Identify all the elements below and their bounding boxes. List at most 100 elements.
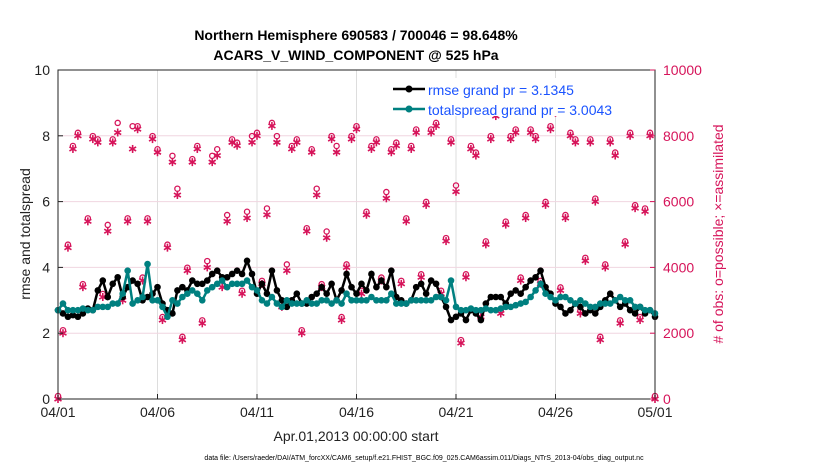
spread-point bbox=[442, 297, 450, 304]
obs-assimilated-marker bbox=[561, 214, 570, 223]
spread-point bbox=[383, 297, 390, 304]
obs-assimilated-marker bbox=[268, 121, 276, 130]
rmse-point bbox=[452, 313, 460, 321]
spread-point bbox=[373, 297, 380, 304]
spread-point bbox=[149, 297, 156, 304]
spread-point bbox=[89, 306, 97, 314]
obs-assimilated-marker bbox=[188, 158, 197, 167]
asterisk-stroke bbox=[601, 264, 610, 271]
obs-assimilated-marker bbox=[93, 138, 102, 147]
rmse-point bbox=[208, 270, 216, 278]
asterisk-stroke bbox=[352, 126, 361, 132]
obs-assimilated-marker bbox=[198, 319, 207, 328]
spread-point bbox=[164, 313, 171, 321]
rmse-point bbox=[263, 290, 271, 298]
rmse-point bbox=[243, 257, 251, 265]
spread-point bbox=[601, 300, 609, 307]
rmse-point bbox=[577, 303, 584, 311]
rmse-point bbox=[328, 280, 335, 288]
obs-assimilated-marker bbox=[481, 240, 490, 249]
rmse-point bbox=[487, 293, 495, 301]
spread-point bbox=[124, 267, 131, 274]
asterisk-stroke bbox=[462, 274, 470, 280]
x-tick-label: 05/01 bbox=[637, 404, 672, 420]
spread-point bbox=[263, 300, 271, 307]
spread-point bbox=[363, 297, 370, 304]
x-tick-label: 04/16 bbox=[339, 404, 374, 420]
spread-point bbox=[432, 293, 440, 301]
rmse-point bbox=[129, 277, 136, 284]
spread-point bbox=[482, 305, 490, 312]
spread-point bbox=[194, 290, 201, 298]
spread-point bbox=[203, 287, 211, 294]
asterisk-stroke bbox=[133, 126, 142, 132]
obs-possible-marker bbox=[313, 185, 320, 192]
obs-assimilated-marker bbox=[626, 131, 635, 140]
asterisk-stroke bbox=[631, 205, 639, 211]
rmse-point bbox=[582, 310, 589, 317]
rmse-point bbox=[189, 277, 196, 284]
obs-assimilated-marker bbox=[337, 316, 346, 325]
obs-assimilated-marker bbox=[69, 144, 77, 153]
obs-possible-marker bbox=[243, 208, 251, 216]
asterisk-stroke bbox=[74, 133, 82, 139]
obs-assimilated-marker bbox=[78, 283, 87, 292]
rmse-point bbox=[268, 267, 276, 274]
spread-point bbox=[233, 280, 241, 288]
obs-assimilated-marker bbox=[352, 125, 361, 134]
rmse-point bbox=[373, 283, 380, 291]
asterisk-stroke bbox=[173, 192, 182, 198]
spread-point bbox=[74, 306, 82, 314]
obs-assimilated-marker bbox=[541, 200, 550, 209]
spread-point bbox=[502, 303, 510, 311]
asterisk-stroke bbox=[526, 129, 535, 136]
spread-point bbox=[492, 306, 500, 314]
spread-point bbox=[109, 300, 117, 307]
asterisk-stroke bbox=[586, 139, 595, 146]
asterisk-stroke bbox=[467, 146, 475, 152]
obs-assimilated-marker bbox=[108, 138, 117, 147]
asterisk-stroke bbox=[382, 195, 391, 202]
spread-point bbox=[208, 283, 216, 291]
rmse-point bbox=[378, 277, 385, 284]
spread-point bbox=[437, 293, 445, 301]
obs-assimilated-marker bbox=[506, 135, 515, 144]
obs-assimilated-marker bbox=[591, 197, 600, 206]
spread-point bbox=[358, 297, 365, 304]
axis-ticks: 04/01 04/06 04/11 04/16 04/21 04/26 05/0102468… bbox=[34, 62, 702, 420]
rmse-point bbox=[492, 293, 500, 301]
obs-assimilated-marker bbox=[243, 214, 251, 223]
spread-point bbox=[174, 300, 181, 307]
rmse-point bbox=[562, 310, 569, 317]
spread-point bbox=[283, 297, 291, 304]
spread-point bbox=[308, 300, 316, 307]
spread-point bbox=[562, 293, 569, 301]
obs-assimilated-marker bbox=[64, 243, 72, 252]
spread-point bbox=[472, 306, 480, 314]
obs-assimilated-marker bbox=[402, 217, 411, 226]
rmse-point bbox=[233, 267, 241, 274]
spread-point bbox=[587, 303, 594, 311]
y-right-tick-label: 4000 bbox=[663, 259, 694, 275]
rmse-point bbox=[114, 273, 121, 281]
spread-point bbox=[288, 300, 296, 307]
asterisk-stroke bbox=[591, 198, 600, 205]
rmse-point bbox=[363, 287, 370, 294]
rmse-point bbox=[482, 300, 490, 307]
obs-assimilated-marker bbox=[163, 243, 172, 252]
x-tick-label: 04/11 bbox=[240, 404, 274, 420]
asterisk-stroke bbox=[481, 241, 490, 248]
spread-point bbox=[532, 287, 539, 294]
obs-assimilated-marker bbox=[462, 273, 470, 282]
rmse-point bbox=[388, 267, 395, 274]
spread-point bbox=[572, 300, 579, 307]
asterisk-stroke bbox=[193, 146, 202, 152]
spread-point bbox=[154, 297, 161, 304]
rmse-point bbox=[293, 290, 301, 298]
spread-point bbox=[641, 306, 649, 314]
y-axis-right-label: # of obs: o=possible; ×=assimilated bbox=[710, 124, 726, 343]
obs-assimilated-marker bbox=[511, 128, 520, 137]
asterisk-stroke bbox=[611, 152, 620, 159]
spread-point bbox=[507, 303, 515, 311]
asterisk-stroke bbox=[496, 310, 505, 317]
